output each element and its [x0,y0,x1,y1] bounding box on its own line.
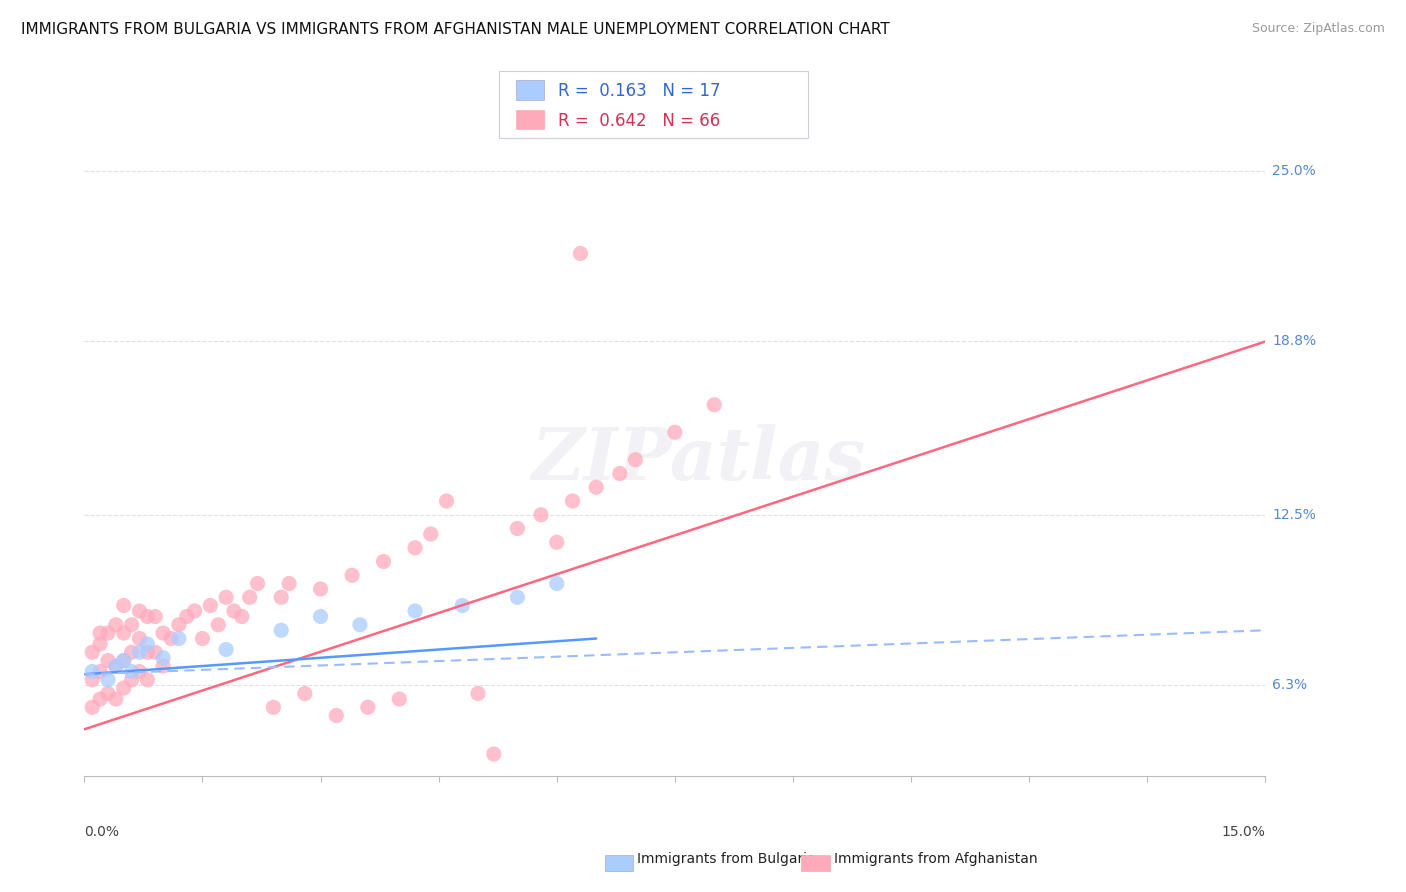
Text: ZIPatlas: ZIPatlas [531,424,866,495]
Point [703,398,725,412]
Text: 0.0%: 0.0% [84,825,120,839]
Point [82,665,104,679]
Point [97,653,120,667]
Point [609,467,631,481]
Point [482,747,505,761]
Text: Immigrants from Afghanistan: Immigrants from Afghanistan [834,852,1038,866]
Point [82,645,104,659]
Point [200,599,222,613]
Point [569,246,592,260]
Point [97,626,120,640]
Point [191,632,214,646]
Point [167,617,190,632]
Text: 15.0%: 15.0% [1222,825,1265,839]
Point [136,609,159,624]
Point [152,626,174,640]
Point [309,609,332,624]
Point [104,659,127,673]
Point [152,650,174,665]
Point [176,609,198,624]
Point [262,700,284,714]
Point [215,642,238,657]
Point [104,692,127,706]
Point [128,645,150,659]
Point [222,604,245,618]
Point [128,665,150,679]
Point [97,687,120,701]
Point [246,576,269,591]
Point [585,480,607,494]
Point [121,617,143,632]
Point [373,555,395,569]
Point [231,609,253,624]
Point [121,645,143,659]
Point [664,425,686,440]
Text: R =  0.163   N = 17: R = 0.163 N = 17 [558,82,721,100]
Point [112,653,135,667]
Text: IMMIGRANTS FROM BULGARIA VS IMMIGRANTS FROM AFGHANISTAN MALE UNEMPLOYMENT CORREL: IMMIGRANTS FROM BULGARIA VS IMMIGRANTS F… [21,22,890,37]
Point [546,576,568,591]
Point [419,527,441,541]
Point [104,659,127,673]
Point [270,591,292,605]
Point [89,637,111,651]
Point [128,632,150,646]
Point [89,626,111,640]
Point [340,568,363,582]
Point [82,700,104,714]
Point [112,599,135,613]
Point [143,609,166,624]
Point [546,535,568,549]
Point [436,494,458,508]
Point [215,591,238,605]
Point [97,673,120,687]
Point [278,576,301,591]
Point [294,687,316,701]
Point [136,637,159,651]
Point [207,617,229,632]
Point [357,700,380,714]
Point [160,632,183,646]
Point [152,659,174,673]
Point [167,632,190,646]
Text: Source: ZipAtlas.com: Source: ZipAtlas.com [1251,22,1385,36]
Point [136,673,159,687]
Point [506,521,529,535]
Point [128,604,150,618]
Point [388,692,411,706]
Point [309,582,332,596]
Point [89,692,111,706]
Point [467,687,489,701]
Point [112,626,135,640]
Point [404,541,426,555]
Point [451,599,474,613]
Point [112,681,135,695]
Point [136,645,159,659]
Point [349,617,371,632]
Point [624,452,647,467]
Text: 6.3%: 6.3% [1272,678,1308,692]
Point [183,604,205,618]
Text: 25.0%: 25.0% [1272,164,1316,178]
Point [506,591,529,605]
Point [270,624,292,638]
Point [561,494,583,508]
Point [104,617,127,632]
Point [112,653,135,667]
Point [82,673,104,687]
Point [239,591,262,605]
Point [143,645,166,659]
Text: 12.5%: 12.5% [1272,508,1316,522]
Text: 18.8%: 18.8% [1272,334,1316,349]
Point [530,508,553,522]
Point [121,673,143,687]
Point [404,604,426,618]
Point [89,665,111,679]
Point [121,665,143,679]
Text: Immigrants from Bulgaria: Immigrants from Bulgaria [637,852,815,866]
Point [325,708,347,723]
Text: R =  0.642   N = 66: R = 0.642 N = 66 [558,112,720,129]
